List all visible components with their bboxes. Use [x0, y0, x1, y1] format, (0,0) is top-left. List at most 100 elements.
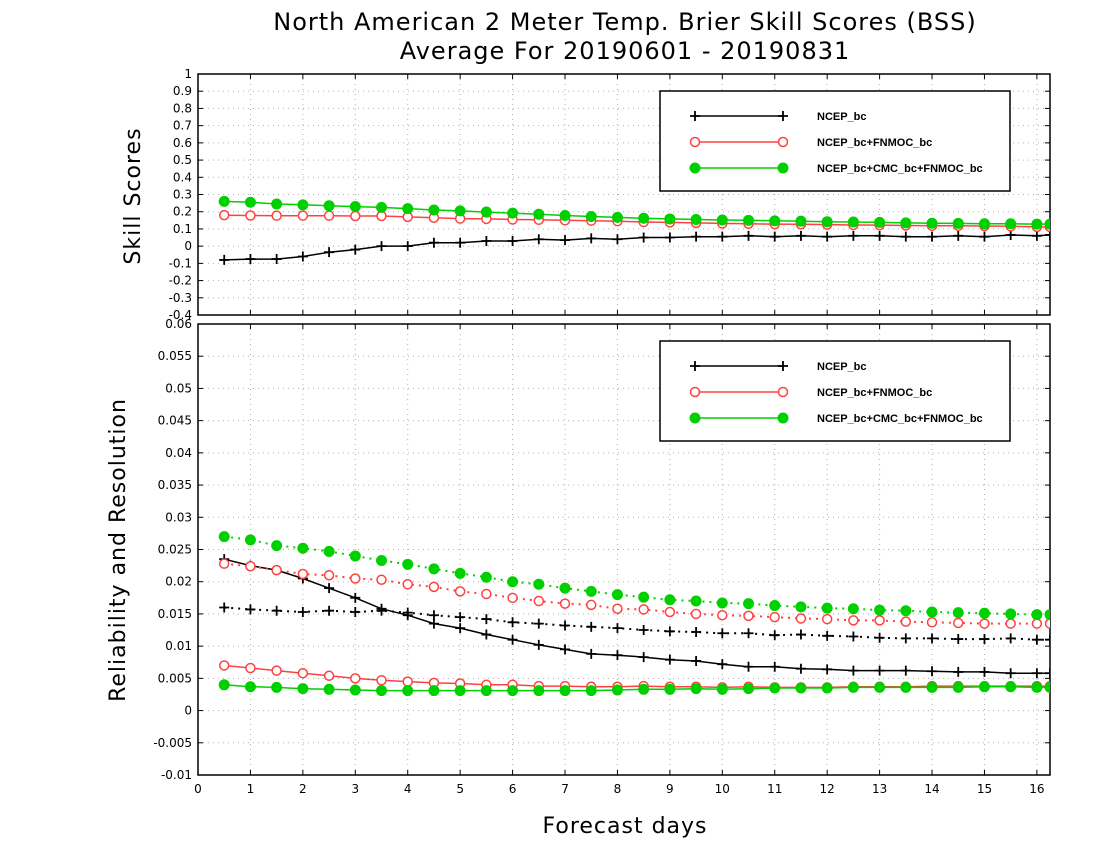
- data-point: [638, 212, 650, 224]
- y-tick-label: 0.005: [158, 671, 192, 685]
- data-point: [376, 605, 387, 616]
- data-point: [350, 606, 361, 617]
- legend-marker: [777, 386, 789, 398]
- data-point: [664, 594, 676, 606]
- data-point: [297, 568, 309, 580]
- data-point: [1005, 681, 1017, 693]
- data-point: [900, 231, 911, 242]
- data-point: [900, 633, 911, 644]
- legend-marker: [778, 361, 788, 371]
- data-point: [612, 623, 623, 634]
- data-point: [1005, 633, 1016, 644]
- data-point: [769, 661, 780, 672]
- data-point: [716, 214, 728, 226]
- data-point: [979, 231, 990, 242]
- legend-label: NCEP_bc+FNMOC_bc: [817, 137, 932, 149]
- series-line-4: [224, 562, 1050, 625]
- data-point: [795, 215, 807, 227]
- data-point: [847, 216, 859, 228]
- data-point: [1031, 218, 1043, 230]
- data-point: [847, 603, 859, 615]
- y-tick-label: 0.8: [173, 101, 192, 115]
- data-point: [612, 603, 623, 615]
- data-point: [533, 595, 545, 607]
- y-tick-label: 0.025: [158, 543, 192, 557]
- plot-frame: [197, 73, 1051, 316]
- y-tick-label: 0.4: [173, 170, 192, 184]
- series-line-1: [224, 214, 1050, 228]
- data-point: [324, 605, 335, 616]
- x-tick-label: 5: [456, 782, 464, 796]
- data-point: [533, 639, 544, 650]
- data-point: [560, 644, 571, 655]
- data-point: [1005, 218, 1017, 230]
- data-point: [349, 201, 361, 213]
- data-point: [480, 571, 492, 583]
- data-point: [743, 214, 755, 226]
- y-tick-label: 0.06: [165, 317, 192, 331]
- data-point: [350, 244, 361, 255]
- data-point: [795, 682, 807, 694]
- x-tick-label: 6: [509, 782, 517, 796]
- x-tick-label: 14: [924, 782, 939, 796]
- data-point: [611, 684, 623, 696]
- data-point: [297, 606, 308, 617]
- y-tick-label: 0.3: [173, 188, 192, 202]
- data-point: [455, 623, 466, 634]
- data-point: [769, 231, 780, 242]
- data-point: [428, 610, 439, 621]
- data-point: [716, 683, 728, 695]
- data-point: [455, 612, 466, 623]
- data-point: [428, 563, 440, 575]
- data-point: [219, 602, 230, 613]
- data-point: [376, 574, 387, 586]
- data-point: [402, 241, 413, 252]
- data-point: [638, 683, 650, 695]
- data-point: [271, 198, 283, 210]
- data-point: [979, 666, 990, 677]
- legend-label: NCEP_bc: [817, 111, 867, 123]
- data-point: [402, 676, 413, 687]
- legend-box: [659, 90, 1011, 192]
- data-point: [900, 665, 911, 676]
- y-tick-label: 0.5: [173, 153, 192, 167]
- data-point: [821, 682, 833, 694]
- data-point: [245, 604, 256, 615]
- legend-label: NCEP_bc: [817, 361, 867, 373]
- x-tick-label: 10: [715, 782, 730, 796]
- data-point: [323, 210, 335, 221]
- data-point: [874, 216, 886, 228]
- x-tick-label: 8: [614, 782, 622, 796]
- data-point: [480, 685, 492, 697]
- data-point: [979, 618, 990, 629]
- data-point: [874, 230, 885, 241]
- data-point: [297, 210, 309, 221]
- data-point: [952, 217, 964, 229]
- data-point: [219, 254, 230, 265]
- data-point: [533, 618, 544, 629]
- y-tick-label: 0.015: [158, 607, 192, 621]
- data-point: [245, 662, 256, 674]
- data-point: [743, 661, 754, 672]
- data-point: [979, 634, 990, 645]
- data-point: [402, 579, 413, 590]
- data-point: [743, 230, 754, 241]
- data-point: [559, 685, 571, 697]
- data-point: [323, 545, 335, 557]
- data-point: [1044, 681, 1050, 693]
- data-point: [900, 217, 912, 229]
- y-tick-label: -0.2: [169, 274, 192, 288]
- data-point: [271, 681, 283, 693]
- data-point: [795, 230, 806, 241]
- data-point: [323, 670, 335, 682]
- data-point: [848, 230, 859, 241]
- data-point: [428, 581, 440, 593]
- data-point: [1031, 634, 1042, 645]
- data-point: [664, 626, 675, 637]
- data-point: [507, 617, 518, 628]
- data-point: [664, 213, 676, 225]
- x-tick-label: 12: [820, 782, 835, 796]
- legend: NCEP_bc NCEP_bc+FNMOC_bc NCEP_bc+CMC_bc+FN…: [659, 90, 1011, 192]
- data-point: [533, 234, 544, 245]
- plot-frame: [197, 323, 1051, 776]
